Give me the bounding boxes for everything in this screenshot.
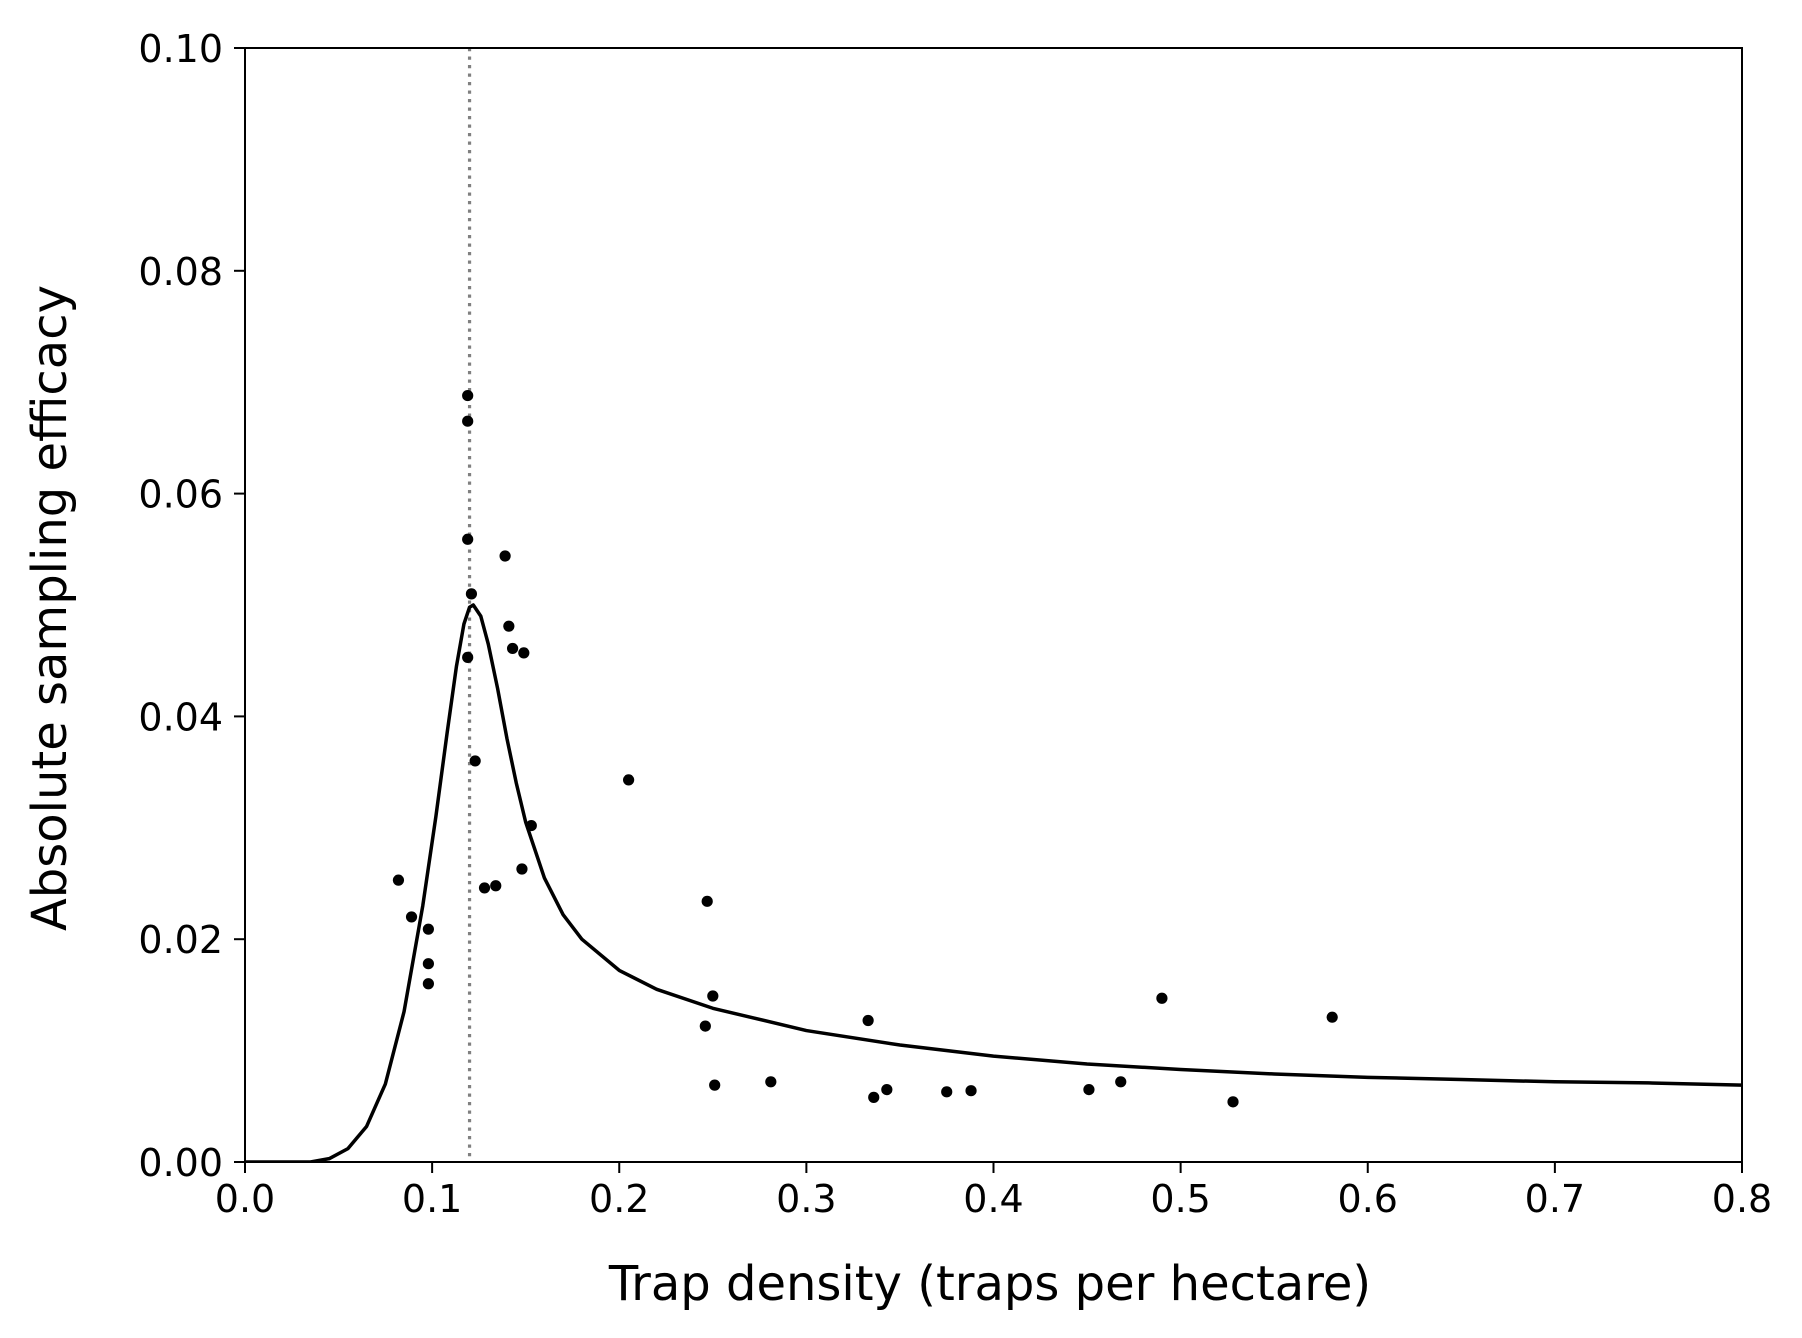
data-point [422, 923, 434, 935]
x-tick-label: 0.4 [963, 1177, 1023, 1221]
data-point [1326, 1011, 1338, 1023]
plot-area [245, 48, 1742, 1162]
data-point [707, 990, 719, 1002]
x-tick-label: 0.5 [1150, 1177, 1210, 1221]
data-point [862, 1014, 874, 1027]
data-point [465, 588, 478, 600]
x-tick-label: 0.8 [1712, 1177, 1772, 1221]
data-point [405, 911, 418, 923]
data-point [462, 651, 474, 663]
y-tick-label: 0.10 [138, 27, 223, 71]
x-tick-label: 0.1 [402, 1177, 462, 1221]
data-point [422, 978, 434, 990]
y-tick-label: 0.04 [138, 695, 223, 739]
y-tick-label: 0.08 [138, 250, 223, 294]
axes: 0.0 0.1 0.2 0.3 0.4 0.5 0.6 0.7 0.8 0.00 0.02 0.04 0… [138, 27, 1772, 1221]
x-tick-label: 0.0 [215, 1177, 275, 1221]
data-point [516, 863, 528, 875]
data-point [469, 755, 481, 767]
y-tick-label: 0.00 [138, 1141, 223, 1185]
data-point [1115, 1076, 1127, 1088]
data-point [941, 1086, 953, 1098]
data-point [422, 958, 434, 970]
data-point [1083, 1083, 1095, 1096]
data-point [525, 819, 537, 832]
y-tick-label: 0.06 [138, 473, 223, 517]
data-point [868, 1091, 880, 1103]
data-point [499, 550, 511, 562]
y-axis-title: Absolute sampling efficacy [22, 285, 78, 931]
data-point [503, 620, 515, 632]
data-point [462, 533, 474, 545]
data-point [709, 1079, 721, 1091]
data-point [478, 882, 491, 894]
fitted-curve [245, 603, 1742, 1162]
data-point [965, 1085, 977, 1097]
data-point [462, 389, 474, 402]
x-tick-label: 0.7 [1525, 1177, 1585, 1221]
data-point [490, 880, 502, 892]
x-axis-title: Trap density (traps per hectare) [608, 1256, 1371, 1312]
data-point [462, 415, 474, 427]
x-tick-label: 0.6 [1338, 1177, 1398, 1221]
data-point [1227, 1096, 1239, 1108]
y-tick-label: 0.02 [138, 918, 223, 962]
data-point [392, 874, 405, 886]
x-tick-label: 0.2 [589, 1177, 649, 1221]
x-tick-label: 0.3 [776, 1177, 836, 1221]
data-point [881, 1083, 893, 1096]
data-point [1156, 992, 1168, 1004]
data-point [506, 642, 519, 655]
data-point [623, 774, 635, 786]
data-point [518, 647, 530, 659]
data-point [699, 1020, 711, 1032]
data-point [701, 895, 713, 907]
data-point [765, 1076, 777, 1088]
